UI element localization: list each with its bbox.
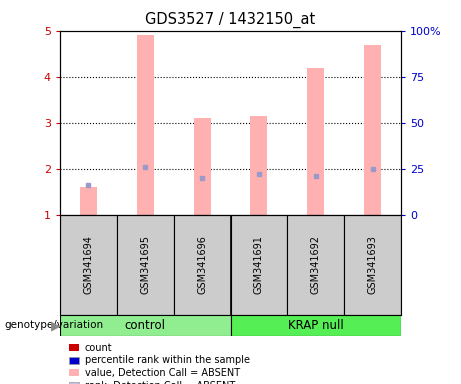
Text: count: count <box>85 343 112 353</box>
Bar <box>287 215 344 315</box>
Text: GSM341694: GSM341694 <box>83 235 94 295</box>
Bar <box>60 215 117 315</box>
Bar <box>174 215 230 315</box>
Bar <box>136 35 154 215</box>
Bar <box>307 68 324 215</box>
Bar <box>60 315 230 336</box>
Text: genotype/variation: genotype/variation <box>5 320 104 331</box>
Bar <box>194 118 211 215</box>
Bar <box>250 116 267 215</box>
Bar <box>230 315 401 336</box>
Bar <box>364 45 381 215</box>
Text: percentile rank within the sample: percentile rank within the sample <box>85 355 250 365</box>
Text: value, Detection Call = ABSENT: value, Detection Call = ABSENT <box>85 368 240 378</box>
Text: control: control <box>125 319 165 332</box>
Bar <box>117 215 174 315</box>
Text: GSM341691: GSM341691 <box>254 235 264 295</box>
Text: rank, Detection Call = ABSENT: rank, Detection Call = ABSENT <box>85 381 235 384</box>
Bar <box>80 187 97 215</box>
Text: KRAP null: KRAP null <box>288 319 343 332</box>
Bar <box>344 215 401 315</box>
Text: GSM341696: GSM341696 <box>197 235 207 295</box>
Bar <box>230 215 287 315</box>
Text: GSM341693: GSM341693 <box>367 235 378 295</box>
Text: GSM341692: GSM341692 <box>311 235 321 295</box>
Text: GSM341695: GSM341695 <box>140 235 150 295</box>
Text: GDS3527 / 1432150_at: GDS3527 / 1432150_at <box>145 12 316 28</box>
Text: ▶: ▶ <box>51 319 60 332</box>
